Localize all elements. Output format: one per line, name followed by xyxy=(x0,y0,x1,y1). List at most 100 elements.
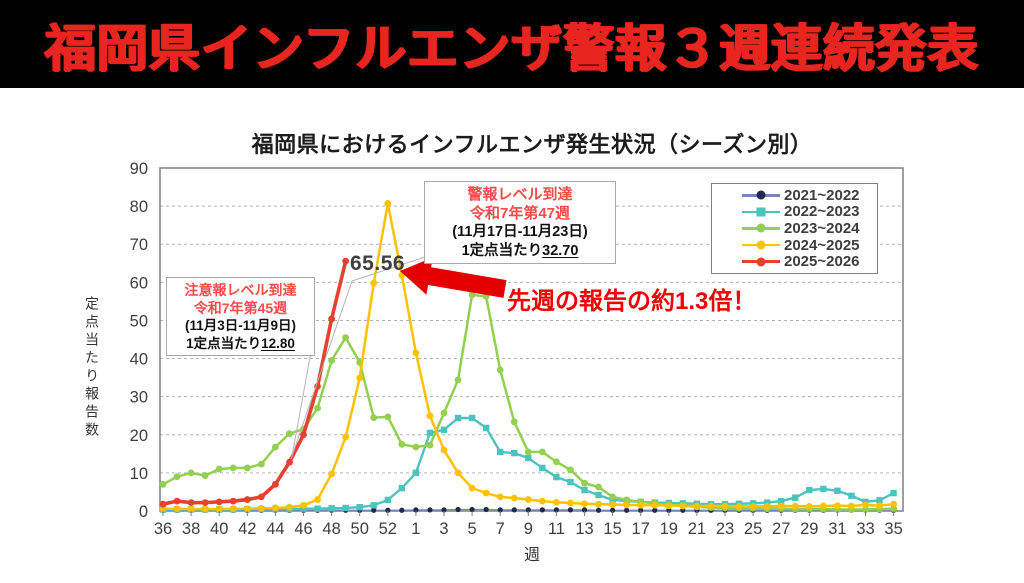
caution-value-line: 1定点当たり12.80 xyxy=(167,335,314,353)
data-point xyxy=(890,500,897,508)
x-tick-label: 1 xyxy=(411,520,420,538)
data-point xyxy=(272,443,279,451)
data-point xyxy=(510,418,518,426)
data-point xyxy=(637,501,645,509)
caution-value-prefix: 1定点当たり xyxy=(186,335,262,351)
data-point xyxy=(272,504,279,512)
data-point xyxy=(159,500,167,508)
legend-label: 2021~2022 xyxy=(784,186,860,204)
data-point xyxy=(609,501,616,508)
data-point xyxy=(553,498,560,506)
legend: 2021~2022 2022~2023 2023~2024 2024~2025 2025… xyxy=(711,183,878,274)
data-point xyxy=(890,489,897,497)
data-point xyxy=(595,507,602,513)
data-point xyxy=(497,507,503,513)
warning-date-range: (11月17日-11月23日) xyxy=(452,224,588,240)
legend-item: 2024~2025 xyxy=(742,236,877,254)
x-tick-label: 52 xyxy=(379,520,397,538)
data-point xyxy=(806,486,813,494)
series-line-2022~2023 xyxy=(161,416,895,511)
data-point xyxy=(624,507,630,513)
data-point xyxy=(497,448,504,456)
data-point xyxy=(314,382,321,390)
data-point xyxy=(328,315,335,323)
caution-value: 12.80 xyxy=(261,335,295,351)
data-point xyxy=(300,501,307,509)
legend-label: 2024~2025 xyxy=(784,236,860,254)
data-point xyxy=(356,374,364,382)
data-point xyxy=(510,494,518,502)
data-point xyxy=(638,507,644,513)
plot-frame xyxy=(159,167,904,512)
data-point xyxy=(286,503,293,511)
data-point xyxy=(342,504,349,512)
y-tick-label: 30 xyxy=(130,389,148,407)
data-point xyxy=(356,503,363,511)
warning-title: 警報レベル到達 xyxy=(467,186,573,203)
data-point xyxy=(567,478,574,486)
x-tick-label: 5 xyxy=(468,520,477,538)
y-tick-label: 80 xyxy=(130,198,148,216)
data-point xyxy=(370,502,377,509)
x-tick-label: 25 xyxy=(744,520,762,538)
data-point xyxy=(539,464,546,472)
data-point xyxy=(413,507,419,513)
data-point xyxy=(384,496,391,504)
data-point xyxy=(412,469,420,477)
y-tick-label: 90 xyxy=(130,160,148,178)
caution-date-range: (11月3日-11月9日) xyxy=(184,318,297,333)
data-point xyxy=(173,473,181,481)
data-point xyxy=(876,497,883,504)
warning-value: 32.70 xyxy=(542,242,579,259)
legend-marker-icon xyxy=(742,206,780,217)
data-point xyxy=(482,489,490,497)
data-point xyxy=(511,449,518,457)
callout-leaders xyxy=(290,256,426,460)
data-point xyxy=(805,503,813,510)
data-point xyxy=(454,469,462,477)
data-point xyxy=(538,497,546,505)
warning-value-line: 1定点当たり32.70 xyxy=(425,242,615,261)
x-tick-label: 31 xyxy=(828,520,846,538)
data-point xyxy=(595,483,602,491)
data-point xyxy=(609,493,616,501)
data-point xyxy=(819,502,827,510)
data-point xyxy=(538,448,546,456)
legend-item: 2023~2024 xyxy=(742,219,877,237)
x-tick-label: 44 xyxy=(266,520,284,538)
data-point xyxy=(876,502,883,510)
data-point xyxy=(328,357,335,364)
data-point xyxy=(159,480,167,488)
data-point xyxy=(215,505,223,513)
data-point xyxy=(679,502,687,510)
data-point xyxy=(524,496,532,503)
data-point xyxy=(426,429,434,437)
y-tick-label: 40 xyxy=(130,351,148,369)
legend-item: 2022~2023 xyxy=(742,203,877,221)
data-point xyxy=(215,498,223,506)
data-point xyxy=(792,494,799,501)
callout-leader-line xyxy=(291,351,312,457)
data-point xyxy=(862,501,869,509)
data-point xyxy=(693,502,701,510)
data-point xyxy=(623,501,631,509)
y-tick-label: 70 xyxy=(130,236,148,254)
data-point xyxy=(524,448,532,456)
data-point xyxy=(342,257,350,265)
data-point xyxy=(399,507,405,513)
data-point xyxy=(581,486,588,494)
data-point xyxy=(328,505,335,512)
data-point xyxy=(581,507,588,513)
data-point xyxy=(342,334,350,341)
legend-label: 2023~2024 xyxy=(784,219,860,237)
legend-label: 2022~2023 xyxy=(784,203,860,221)
data-point xyxy=(370,414,378,422)
data-point xyxy=(300,505,307,512)
callout-leader-line xyxy=(290,280,353,460)
x-tick-label: 23 xyxy=(716,520,734,538)
data-point xyxy=(651,501,659,509)
data-point xyxy=(666,507,672,513)
data-point xyxy=(314,496,321,503)
